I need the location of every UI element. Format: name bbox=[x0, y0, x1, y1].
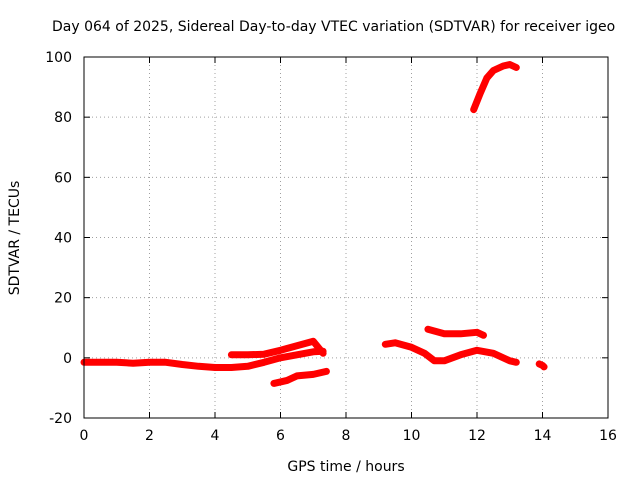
data-point bbox=[431, 357, 438, 364]
x-tick-label: 16 bbox=[599, 428, 617, 444]
data-point bbox=[228, 351, 235, 358]
y-tick-label: 100 bbox=[45, 50, 72, 66]
data-point bbox=[293, 351, 300, 358]
data-point bbox=[480, 332, 487, 339]
data-point bbox=[212, 364, 218, 371]
data-point bbox=[408, 344, 415, 351]
series-layer bbox=[80, 61, 548, 387]
data-point bbox=[470, 106, 477, 113]
data-point bbox=[506, 357, 513, 364]
data-point bbox=[310, 348, 317, 355]
series-segment-a-lower bbox=[270, 367, 330, 387]
data-point bbox=[293, 342, 300, 349]
data-point bbox=[244, 351, 251, 358]
data-point bbox=[474, 329, 480, 336]
data-point bbox=[310, 338, 317, 345]
data-point bbox=[284, 377, 291, 384]
x-tick-label: 2 bbox=[145, 428, 154, 444]
data-point bbox=[320, 350, 327, 357]
y-tick-label: 20 bbox=[54, 291, 72, 307]
data-point bbox=[490, 67, 497, 74]
y-axis-label: SDTVAR / TECUs bbox=[7, 181, 23, 296]
data-point bbox=[146, 359, 153, 366]
data-point bbox=[483, 75, 490, 82]
data-point bbox=[293, 372, 300, 379]
y-tick-label: 60 bbox=[54, 170, 72, 186]
data-point bbox=[277, 354, 284, 361]
data-point bbox=[310, 371, 317, 378]
data-point bbox=[179, 361, 186, 368]
data-point bbox=[513, 359, 520, 366]
data-point bbox=[261, 351, 268, 358]
data-point bbox=[277, 347, 284, 354]
data-point bbox=[457, 330, 464, 337]
data-point bbox=[424, 326, 431, 333]
data-point bbox=[500, 63, 507, 69]
y-tick-label: 40 bbox=[54, 231, 72, 247]
x-tick-label: 14 bbox=[534, 428, 552, 444]
data-point bbox=[541, 363, 548, 370]
y-tick-label: 0 bbox=[63, 351, 72, 367]
y-tick-label: 80 bbox=[54, 110, 72, 126]
series-segment-a-low bbox=[80, 347, 327, 371]
series-segment-b bbox=[381, 339, 520, 366]
data-point bbox=[457, 351, 464, 358]
data-point bbox=[506, 61, 513, 68]
y-tick-label: -20 bbox=[49, 411, 72, 427]
tick-layer: 0 2 4 6 8 10 12 14 16 -20 0 20 40 60 80 100 bbox=[45, 50, 617, 444]
data-point bbox=[421, 350, 428, 357]
data-point bbox=[97, 359, 104, 366]
data-point bbox=[228, 364, 235, 371]
data-point bbox=[261, 359, 268, 366]
data-point bbox=[244, 363, 251, 370]
data-point bbox=[323, 368, 330, 375]
data-point bbox=[392, 339, 399, 346]
data-point bbox=[270, 380, 277, 387]
data-point bbox=[195, 363, 202, 370]
x-tick-label: 12 bbox=[468, 428, 486, 444]
data-point bbox=[477, 90, 484, 97]
x-tick-label: 0 bbox=[80, 428, 89, 444]
data-point bbox=[382, 341, 389, 348]
grid-layer bbox=[84, 57, 608, 418]
data-point bbox=[490, 350, 497, 357]
x-tick-label: 10 bbox=[403, 428, 421, 444]
chart-title: Day 064 of 2025, Sidereal Day-to-day VTE… bbox=[52, 19, 615, 35]
data-point bbox=[441, 357, 448, 364]
data-point bbox=[474, 347, 480, 354]
data-point bbox=[130, 360, 137, 367]
x-tick-label: 6 bbox=[276, 428, 285, 444]
data-point bbox=[441, 330, 448, 337]
x-tick-label: 8 bbox=[342, 428, 351, 444]
x-axis-label: GPS time / hours bbox=[287, 459, 404, 475]
data-point bbox=[162, 359, 169, 366]
data-point bbox=[513, 64, 520, 71]
x-tick-label: 4 bbox=[211, 428, 220, 444]
data-point bbox=[113, 359, 120, 366]
